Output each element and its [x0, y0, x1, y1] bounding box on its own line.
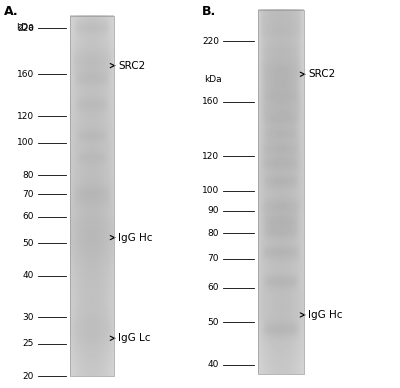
Text: 30: 30: [22, 313, 34, 322]
Text: A.: A.: [4, 5, 19, 18]
Bar: [70, 16, 114, 376]
Text: 50: 50: [22, 239, 34, 248]
Text: kDa: kDa: [204, 75, 222, 84]
Text: 20: 20: [23, 372, 34, 381]
Text: IgG Hc: IgG Hc: [300, 310, 343, 320]
Text: 70: 70: [22, 190, 34, 199]
Text: 50: 50: [208, 318, 219, 327]
Text: 25: 25: [23, 340, 34, 348]
Text: 100: 100: [202, 186, 219, 196]
Text: IgG Lc: IgG Lc: [110, 333, 151, 343]
Text: 80: 80: [22, 171, 34, 180]
Text: 100: 100: [17, 138, 34, 147]
Text: SRC2: SRC2: [110, 61, 146, 71]
Text: IgG Hc: IgG Hc: [110, 233, 153, 242]
Text: 80: 80: [208, 229, 219, 238]
Text: 120: 120: [17, 112, 34, 121]
Text: 40: 40: [208, 360, 219, 369]
Text: 220: 220: [202, 37, 219, 46]
Text: SRC2: SRC2: [300, 69, 336, 79]
Text: B.: B.: [202, 5, 216, 18]
Text: 40: 40: [23, 271, 34, 280]
Text: 160: 160: [17, 70, 34, 79]
Text: 60: 60: [208, 283, 219, 292]
Text: 60: 60: [22, 212, 34, 221]
Text: 90: 90: [208, 206, 219, 215]
Text: 70: 70: [208, 254, 219, 263]
Text: 220: 220: [17, 24, 34, 33]
Text: kDa: kDa: [16, 23, 34, 32]
Text: 120: 120: [202, 152, 219, 161]
Bar: [258, 10, 304, 374]
Text: 160: 160: [202, 97, 219, 106]
